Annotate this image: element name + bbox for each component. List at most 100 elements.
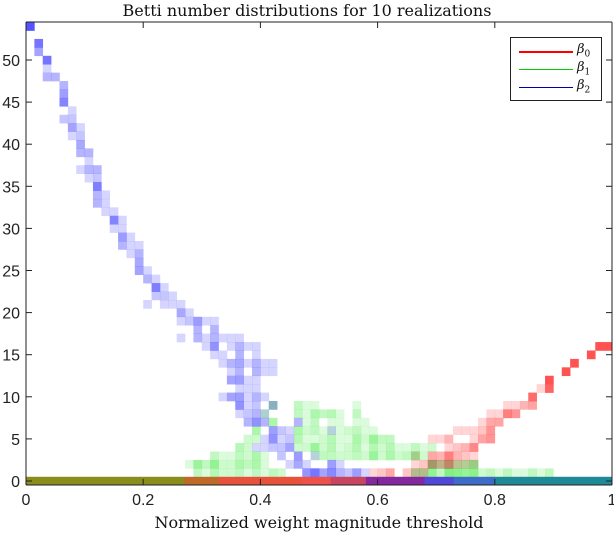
heatmap-cell	[252, 392, 261, 402]
heatmap-cell	[277, 434, 286, 444]
heatmap-cells	[26, 22, 613, 478]
heatmap-cell	[411, 468, 420, 478]
heatmap-cell	[335, 459, 345, 469]
heatmap-cell	[302, 443, 311, 452]
heatmap-cell	[51, 72, 60, 82]
heatmap-cell	[452, 451, 462, 461]
heatmap-cell	[210, 451, 219, 461]
heatmap-cell	[252, 358, 261, 368]
heatmap-cell	[444, 451, 454, 461]
heatmap-cell	[235, 375, 244, 385]
heatmap-cell	[243, 342, 253, 351]
heatmap-cell	[452, 468, 462, 478]
heatmap-cell	[603, 342, 613, 351]
axes: 0 5 10 15 20 25 30 35 40 45 50 0 0.2 0.4 0.6 0.8 1	[2, 21, 614, 509]
heatmap-cell	[528, 468, 537, 478]
heatmap-cell	[335, 468, 345, 478]
x-tick-label: 1	[608, 492, 614, 509]
heatmap-cell	[360, 468, 370, 478]
heatmap-cell	[377, 468, 387, 478]
heatmap-cell	[260, 409, 270, 419]
heatmap-cell	[84, 148, 94, 158]
heatmap-cell	[427, 459, 437, 469]
heatmap-cell	[268, 443, 278, 452]
heatmap-cell	[352, 451, 362, 461]
heatmap-cell	[134, 266, 144, 276]
heatmap-cell	[352, 468, 362, 478]
heatmap-cell	[235, 443, 244, 452]
heatmap-cell	[369, 426, 378, 435]
heatmap-cell	[310, 451, 320, 461]
heatmap-cell	[235, 468, 244, 478]
heatmap-cell	[101, 198, 111, 208]
heatmap-cell	[218, 392, 228, 402]
heatmap-cell	[327, 434, 337, 444]
heatmap-cell	[134, 257, 144, 267]
heatmap-cell	[344, 468, 353, 478]
heatmap-cell	[226, 468, 236, 478]
heatmap-cell	[252, 434, 261, 444]
legend-item-beta1: β1	[517, 60, 601, 78]
heatmap-cell	[101, 190, 111, 200]
heatmap-cell	[302, 426, 311, 435]
heatmap-cell	[252, 401, 261, 410]
heatmap-cell	[335, 434, 345, 444]
y-tick-label: 30	[2, 221, 20, 238]
heatmap-cell	[42, 55, 52, 65]
heatmap-cell	[260, 468, 270, 478]
heatmap-cell	[369, 443, 378, 452]
heatmap-cell	[427, 468, 437, 478]
y-tick-label: 10	[2, 390, 20, 407]
y-tick-label: 50	[2, 53, 20, 70]
heatmap-cell	[369, 451, 378, 461]
heatmap-cell	[293, 451, 303, 461]
heatmap-cell	[344, 426, 353, 435]
heatmap-cell	[436, 468, 445, 478]
baseline-segment	[26, 476, 185, 486]
heatmap-cell	[377, 434, 387, 444]
heatmap-cell	[59, 114, 69, 124]
heatmap-cell	[243, 401, 253, 410]
heatmap-cell	[235, 409, 244, 419]
heatmap-cell	[469, 443, 479, 452]
heatmap-cell	[478, 468, 487, 478]
heatmap-cell	[92, 165, 102, 174]
heatmap-cell	[469, 459, 479, 469]
heatmap-cell	[436, 434, 445, 444]
legend-line-red	[519, 51, 573, 53]
heatmap-cell	[226, 333, 236, 343]
heatmap-cell	[377, 443, 387, 452]
heatmap-cell	[503, 401, 512, 410]
baseline-segment	[453, 476, 496, 486]
heatmap-cell	[109, 207, 119, 217]
heatmap-cell	[427, 434, 437, 444]
heatmap-cell	[235, 459, 244, 469]
heatmap-cell	[67, 114, 77, 124]
heatmap-cell	[327, 417, 337, 427]
heatmap-cell	[327, 426, 337, 435]
heatmap-cell	[344, 434, 353, 444]
heatmap-cell	[226, 358, 236, 368]
heatmap-cell	[352, 426, 362, 435]
heatmap-cell	[486, 426, 496, 435]
legend-item-beta0: β0	[517, 42, 601, 60]
heatmap-cell	[268, 367, 278, 377]
heatmap-cell	[243, 468, 253, 478]
heatmap-cell	[478, 434, 487, 444]
heatmap-cell	[310, 417, 320, 427]
heatmap-cell	[360, 434, 370, 444]
heatmap-cell	[545, 468, 554, 478]
heatmap-cell	[293, 426, 303, 435]
heatmap-cell	[151, 291, 161, 301]
heatmap-cell	[218, 451, 228, 461]
heatmap-cell	[42, 72, 52, 82]
heatmap-cell	[201, 459, 211, 469]
heatmap-cell	[268, 426, 278, 435]
heatmap-cell	[411, 459, 420, 469]
heatmap-cell	[469, 468, 479, 478]
heatmap-cell	[260, 434, 270, 444]
heatmap-cell	[143, 299, 152, 309]
heatmap-cell	[76, 139, 85, 149]
heatmap-cell	[109, 224, 119, 233]
heatmap-cell	[235, 384, 244, 393]
